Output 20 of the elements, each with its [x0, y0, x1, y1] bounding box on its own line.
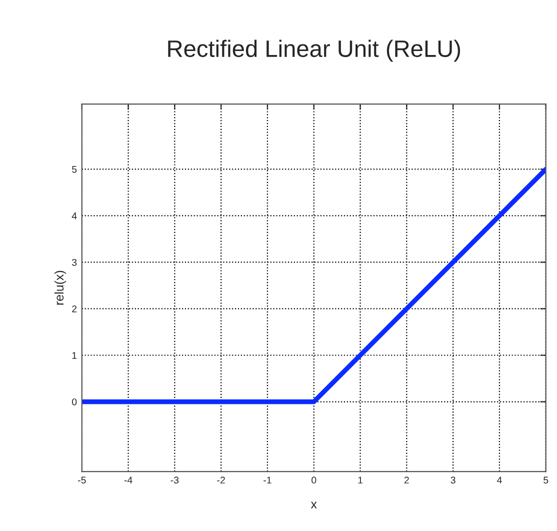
x-tick-label: 3 — [450, 476, 456, 484]
x-tick-label: -2 — [217, 476, 225, 484]
x-tick-label: 1 — [358, 476, 362, 484]
y-tick-label: 1 — [72, 352, 77, 359]
x-tick-label: -1 — [264, 476, 272, 484]
x-tick-label: -5 — [78, 476, 86, 484]
x-tick-label: -4 — [124, 476, 132, 484]
y-tick-label: 0 — [72, 398, 77, 406]
y-tick-label: 2 — [72, 305, 77, 312]
y-tick-label: 5 — [72, 166, 77, 173]
x-axis-title: x — [310, 502, 317, 508]
y-tick-label: 4 — [72, 212, 77, 220]
x-tick-label: -3 — [170, 476, 179, 484]
x-tick-label: 2 — [404, 476, 409, 484]
y-axis-title: relu(x) — [54, 270, 66, 305]
x-tick-label: 0 — [312, 476, 316, 484]
chart-title: Rectified Linear Unit (ReLU) — [168, 40, 460, 62]
x-tick-label: 5 — [544, 476, 548, 484]
y-tick-label: 3 — [72, 258, 77, 266]
x-tick-label: 4 — [496, 476, 502, 484]
